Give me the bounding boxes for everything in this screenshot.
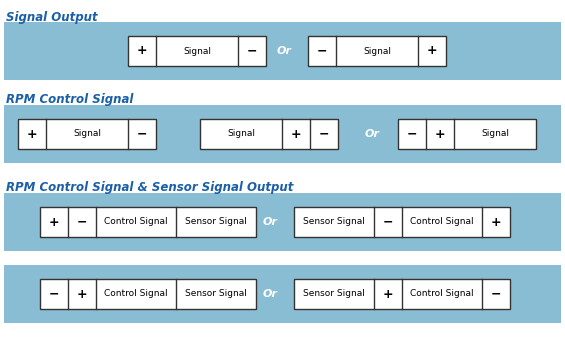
- Text: −: −: [491, 287, 501, 300]
- Text: −: −: [317, 45, 327, 58]
- Text: +: +: [27, 128, 37, 140]
- Bar: [4, 265, 561, 323]
- Text: Sensor Signal: Sensor Signal: [303, 217, 365, 227]
- Bar: [40, 279, 256, 309]
- Text: Signal: Signal: [73, 129, 101, 138]
- Text: −: −: [319, 128, 329, 140]
- Text: −: −: [247, 45, 257, 58]
- Text: −: −: [137, 128, 147, 140]
- Text: −: −: [407, 128, 417, 140]
- Text: Or: Or: [364, 129, 380, 139]
- Text: +: +: [434, 128, 445, 140]
- Text: +: +: [137, 45, 147, 58]
- Text: +: +: [290, 128, 301, 140]
- Text: +: +: [49, 216, 59, 228]
- Text: Sensor Signal: Sensor Signal: [303, 289, 365, 298]
- Text: Signal: Signal: [227, 129, 255, 138]
- Text: Or: Or: [263, 217, 277, 227]
- Bar: [308, 36, 446, 66]
- Text: RPM Control Signal: RPM Control Signal: [6, 93, 133, 107]
- Bar: [200, 119, 338, 149]
- Text: Control Signal: Control Signal: [104, 217, 168, 227]
- Bar: [4, 105, 561, 163]
- Text: Signal Output: Signal Output: [6, 11, 98, 24]
- Text: Control Signal: Control Signal: [410, 217, 474, 227]
- Text: Or: Or: [263, 289, 277, 299]
- Bar: [4, 193, 561, 251]
- Bar: [4, 22, 561, 80]
- Text: Signal: Signal: [183, 47, 211, 56]
- Text: RPM Control Signal & Sensor Signal Output: RPM Control Signal & Sensor Signal Outpu…: [6, 181, 293, 195]
- Text: −: −: [49, 287, 59, 300]
- Text: Control Signal: Control Signal: [104, 289, 168, 298]
- Text: +: +: [490, 216, 501, 228]
- Text: Sensor Signal: Sensor Signal: [185, 289, 247, 298]
- Bar: [18, 119, 156, 149]
- Text: −: −: [383, 216, 393, 228]
- Bar: [40, 207, 256, 237]
- Text: +: +: [77, 287, 88, 300]
- Text: +: +: [427, 45, 437, 58]
- Text: Control Signal: Control Signal: [410, 289, 474, 298]
- Bar: [294, 207, 510, 237]
- Text: Or: Or: [276, 46, 292, 56]
- Text: −: −: [77, 216, 87, 228]
- Bar: [128, 36, 266, 66]
- Text: Signal: Signal: [481, 129, 509, 138]
- Text: Signal: Signal: [363, 47, 391, 56]
- Bar: [398, 119, 536, 149]
- Bar: [294, 279, 510, 309]
- Text: +: +: [383, 287, 393, 300]
- Text: Sensor Signal: Sensor Signal: [185, 217, 247, 227]
